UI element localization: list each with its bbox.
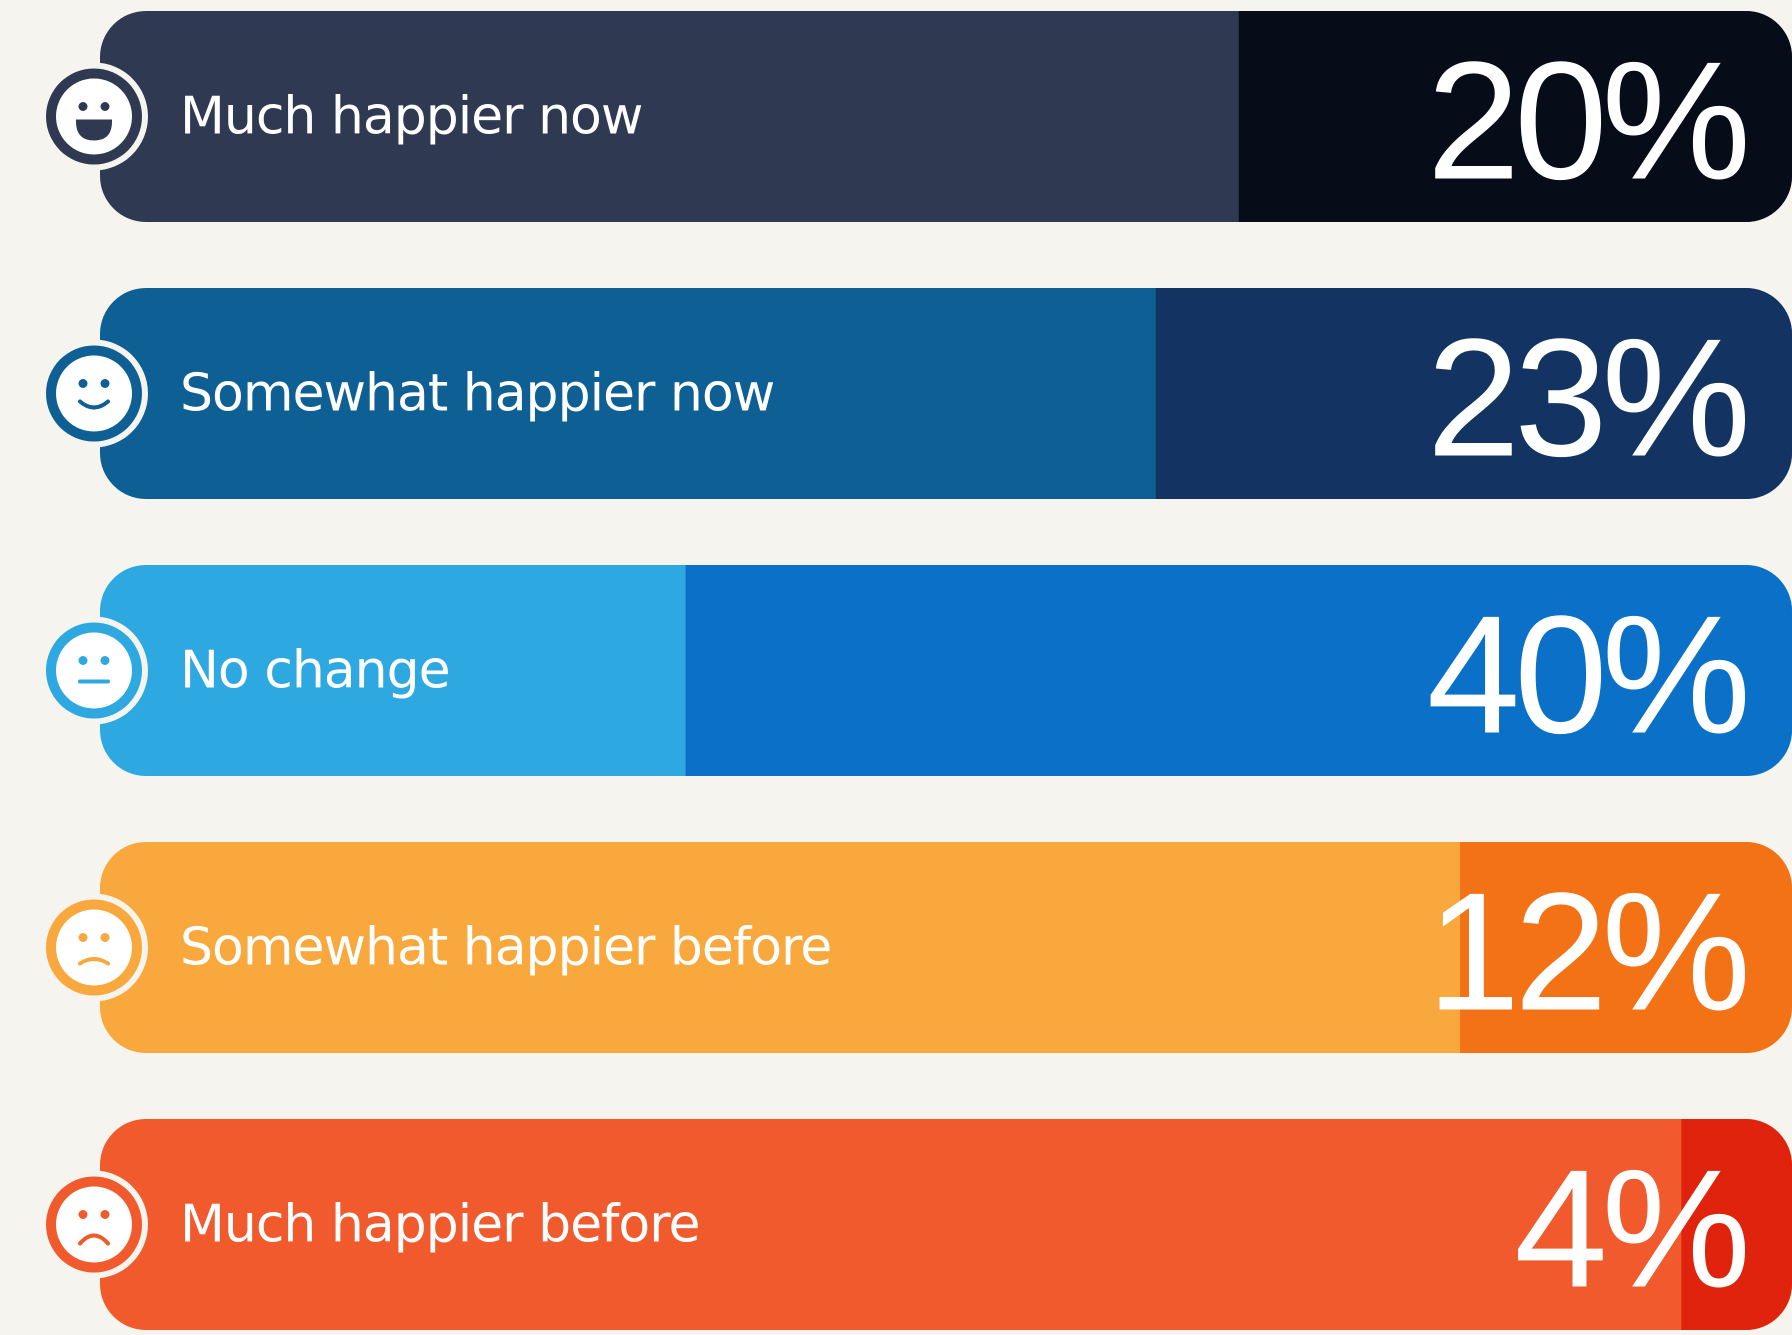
icon-eye xyxy=(78,656,88,665)
category-label: Somewhat happier before xyxy=(180,918,831,978)
value-label: 40% xyxy=(1427,581,1746,769)
bar xyxy=(1460,842,1792,1053)
icon-eye xyxy=(78,1210,88,1219)
icon-face xyxy=(56,632,132,709)
icon-face xyxy=(56,78,132,155)
icon-eye xyxy=(78,102,88,111)
icon-eye xyxy=(100,1210,110,1219)
bar xyxy=(1238,11,1792,222)
value-label: 20% xyxy=(1427,27,1746,215)
icon-face xyxy=(56,355,132,432)
icon-mouth xyxy=(78,1233,110,1246)
bar-row xyxy=(100,288,1792,499)
icon-eye xyxy=(100,656,110,665)
bar-track xyxy=(100,1119,1792,1330)
icon-eye xyxy=(78,379,88,388)
value-label: 23% xyxy=(1427,304,1746,492)
icon-mouth xyxy=(78,399,110,410)
bar-row xyxy=(100,565,1792,776)
value-label: 4% xyxy=(1514,1135,1745,1323)
icon-mouth xyxy=(75,119,113,141)
icon-eye xyxy=(100,933,110,942)
category-label: No change xyxy=(180,641,450,701)
icon-face xyxy=(56,1186,132,1263)
bar xyxy=(1681,1119,1792,1330)
icon-eye xyxy=(78,933,88,942)
icon-eye xyxy=(100,379,110,388)
icon-mouth xyxy=(78,957,110,966)
bar xyxy=(685,565,1792,776)
category-label: Much happier before xyxy=(180,1195,699,1255)
bar xyxy=(1155,288,1792,499)
icon-face xyxy=(56,909,132,986)
bar-row xyxy=(100,1119,1792,1330)
category-label: Somewhat happier now xyxy=(180,364,774,424)
category-label: Much happier now xyxy=(180,87,642,147)
value-label: 12% xyxy=(1427,858,1746,1046)
icon-eye xyxy=(100,102,110,111)
bar-row xyxy=(100,842,1792,1053)
bar-row xyxy=(100,11,1792,222)
